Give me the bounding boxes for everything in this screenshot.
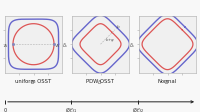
Text: $\delta t$: $\delta t$ — [199, 92, 200, 100]
Text: $\delta_s$: $\delta_s$ — [62, 40, 69, 49]
Text: $\delta_s$: $\delta_s$ — [129, 40, 136, 49]
Text: $(\delta t)_1$: $(\delta t)_1$ — [65, 105, 78, 112]
Text: $b$: $b$ — [116, 23, 120, 30]
Text: $0$: $0$ — [3, 105, 7, 112]
Text: $A$: $A$ — [55, 41, 60, 48]
Text: $\delta_s$: $\delta_s$ — [0, 40, 2, 49]
Text: $\delta_t$: $\delta_t$ — [97, 77, 104, 86]
Text: PDW OSST: PDW OSST — [86, 79, 114, 84]
Text: $\delta_t$: $\delta_t$ — [30, 77, 37, 86]
Text: $\delta_t$: $\delta_t$ — [164, 77, 171, 86]
Text: $A$: $A$ — [3, 41, 8, 48]
Text: $(\delta t)_2$: $(\delta t)_2$ — [132, 105, 145, 112]
Text: Normal: Normal — [158, 79, 177, 84]
Text: uniform OSST: uniform OSST — [15, 79, 52, 84]
Text: $b\!+\!\varphi$: $b\!+\!\varphi$ — [105, 36, 115, 44]
